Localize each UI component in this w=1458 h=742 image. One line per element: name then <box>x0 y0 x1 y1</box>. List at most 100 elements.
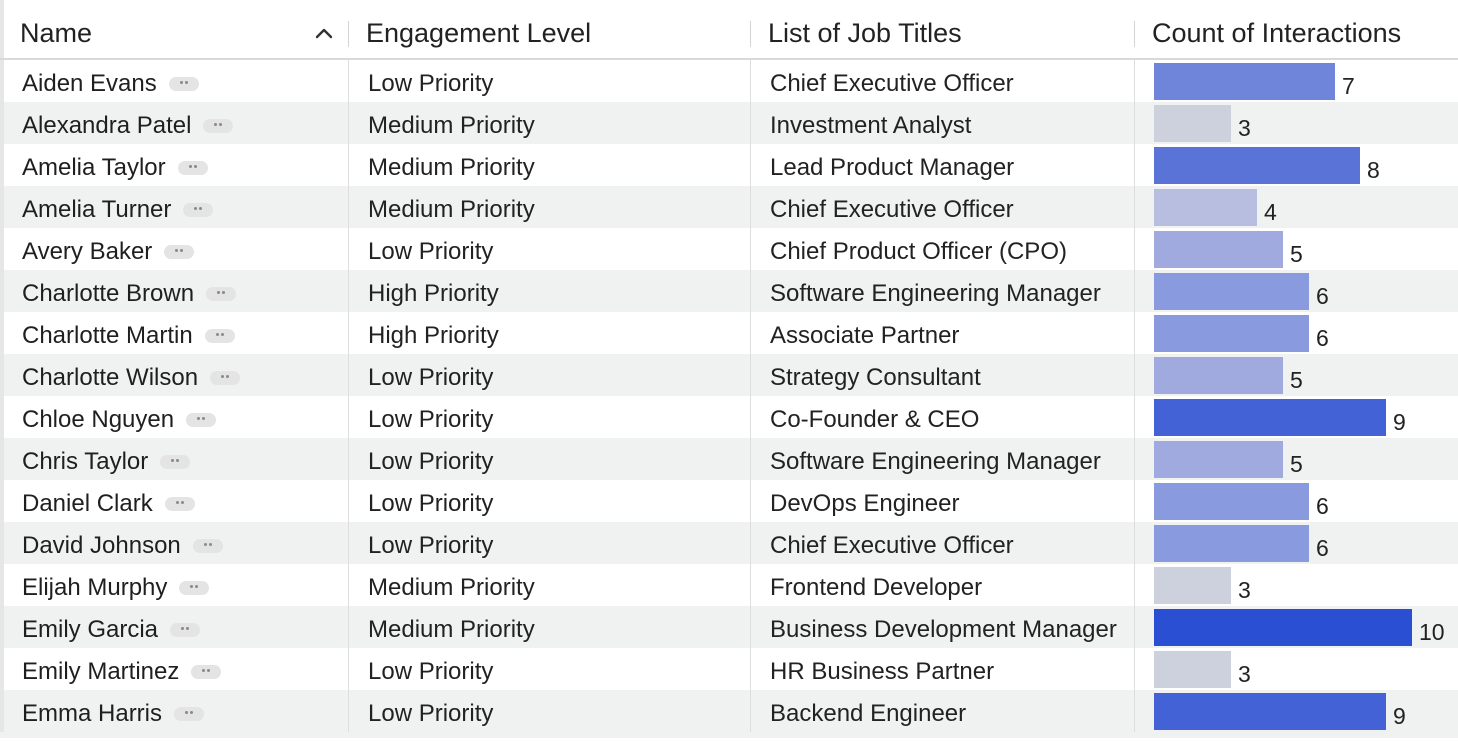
contact-name[interactable]: Daniel Clark <box>22 490 153 517</box>
name-cell[interactable]: David Johnson <box>22 522 223 564</box>
job-title-cell[interactable]: Frontend Developer <box>770 574 983 601</box>
job-title-cell[interactable]: DevOps Engineer <box>770 490 960 517</box>
contact-name[interactable]: Aiden Evans <box>22 70 157 97</box>
more-dots-icon[interactable] <box>174 706 205 721</box>
more-dots-icon[interactable] <box>164 244 195 259</box>
name-cell[interactable]: Amelia Taylor <box>22 144 208 186</box>
table-row[interactable]: Chris Taylor Low Priority Software Engin… <box>4 438 1458 480</box>
contact-name[interactable]: Emily Martinez <box>22 658 180 685</box>
engagement-cell[interactable]: Medium Priority <box>368 154 535 181</box>
contact-name[interactable]: Chris Taylor <box>22 448 149 475</box>
engagement-cell[interactable]: Low Priority <box>368 700 494 727</box>
job-title-cell[interactable]: HR Business Partner <box>770 658 995 685</box>
name-cell[interactable]: Elijah Murphy <box>22 564 210 606</box>
job-title-cell[interactable]: Strategy Consultant <box>770 364 981 391</box>
engagement-cell[interactable]: Medium Priority <box>368 574 535 601</box>
more-dots-icon[interactable] <box>206 286 237 301</box>
contact-name[interactable]: Charlotte Brown <box>22 280 195 307</box>
contact-name[interactable]: Chloe Nguyen <box>22 406 175 433</box>
more-dots-icon[interactable] <box>160 454 191 469</box>
name-cell[interactable]: Chris Taylor <box>22 438 191 480</box>
table-row[interactable]: Aiden Evans Low Priority Chief Executive… <box>4 60 1458 102</box>
engagement-cell[interactable]: High Priority <box>368 322 499 349</box>
more-dots-icon[interactable] <box>191 664 222 679</box>
table-row[interactable]: Emma Harris Low Priority Backend Enginee… <box>4 690 1458 732</box>
name-cell[interactable]: Emily Martinez <box>22 648 222 690</box>
column-header-job-titles[interactable]: List of Job Titles <box>768 0 1128 58</box>
engagement-cell[interactable]: Medium Priority <box>368 112 535 139</box>
name-cell[interactable]: Emma Harris <box>22 690 205 732</box>
engagement-cell[interactable]: Low Priority <box>368 490 494 517</box>
job-title-cell[interactable]: Investment Analyst <box>770 112 972 139</box>
name-cell[interactable]: Charlotte Brown <box>22 270 237 312</box>
more-dots-icon[interactable] <box>168 76 199 91</box>
more-dots-icon[interactable] <box>164 496 195 511</box>
contact-name[interactable]: Charlotte Wilson <box>22 364 199 391</box>
table-row[interactable]: Charlotte Wilson Low Priority Strategy C… <box>4 354 1458 396</box>
job-title-cell[interactable]: Lead Product Manager <box>770 154 1015 181</box>
contact-name[interactable]: Amelia Turner <box>22 196 172 223</box>
engagement-cell[interactable]: Low Priority <box>368 532 494 559</box>
engagement-cell[interactable]: Low Priority <box>368 238 494 265</box>
name-cell[interactable]: Alexandra Patel <box>22 102 234 144</box>
job-title-cell[interactable]: Business Development Manager <box>770 616 1117 643</box>
more-dots-icon[interactable] <box>204 328 235 343</box>
column-header-name[interactable]: Name <box>20 0 350 58</box>
contact-name[interactable]: Avery Baker <box>22 238 153 265</box>
table-row[interactable]: Emily Martinez Low Priority HR Business … <box>4 648 1458 690</box>
name-cell[interactable]: Amelia Turner <box>22 186 214 228</box>
name-cell[interactable]: Daniel Clark <box>22 480 195 522</box>
contact-name[interactable]: Charlotte Martin <box>22 322 193 349</box>
table-row[interactable]: Alexandra Patel Medium Priority Investme… <box>4 102 1458 144</box>
table-row[interactable]: Charlotte Martin High Priority Associate… <box>4 312 1458 354</box>
name-cell[interactable]: Emily Garcia <box>22 606 201 648</box>
table-row[interactable]: Elijah Murphy Medium Priority Frontend D… <box>4 564 1458 606</box>
contact-name[interactable]: Alexandra Patel <box>22 112 192 139</box>
name-cell[interactable]: Avery Baker <box>22 228 195 270</box>
engagement-cell[interactable]: Low Priority <box>368 70 494 97</box>
contact-name[interactable]: David Johnson <box>22 532 181 559</box>
table-row[interactable]: Amelia Turner Medium Priority Chief Exec… <box>4 186 1458 228</box>
more-dots-icon[interactable] <box>186 412 217 427</box>
job-title-cell[interactable]: Backend Engineer <box>770 700 967 727</box>
chevron-up-icon[interactable] <box>314 26 334 40</box>
engagement-cell[interactable]: Low Priority <box>368 658 494 685</box>
column-header-interactions[interactable]: Count of Interactions <box>1152 0 1452 58</box>
job-title-cell[interactable]: Associate Partner <box>770 322 960 349</box>
job-title-cell[interactable]: Software Engineering Manager <box>770 280 1101 307</box>
more-dots-icon[interactable] <box>170 622 201 637</box>
job-title-cell[interactable]: Chief Executive Officer <box>770 532 1014 559</box>
engagement-cell[interactable]: Medium Priority <box>368 196 535 223</box>
column-resize-handle[interactable] <box>348 21 349 47</box>
contact-name[interactable]: Elijah Murphy <box>22 574 168 601</box>
more-dots-icon[interactable] <box>177 160 208 175</box>
engagement-cell[interactable]: Low Priority <box>368 448 494 475</box>
engagement-cell[interactable]: High Priority <box>368 280 499 307</box>
column-header-engagement[interactable]: Engagement Level <box>366 0 746 58</box>
name-cell[interactable]: Aiden Evans <box>22 60 199 102</box>
name-cell[interactable]: Chloe Nguyen <box>22 396 217 438</box>
more-dots-icon[interactable] <box>210 370 241 385</box>
table-row[interactable]: Emily Garcia Medium Priority Business De… <box>4 606 1458 648</box>
name-cell[interactable]: Charlotte Martin <box>22 312 235 354</box>
contact-name[interactable]: Amelia Taylor <box>22 154 166 181</box>
table-row[interactable]: Amelia Taylor Medium Priority Lead Produ… <box>4 144 1458 186</box>
more-dots-icon[interactable] <box>179 580 210 595</box>
job-title-cell[interactable]: Chief Executive Officer <box>770 70 1014 97</box>
job-title-cell[interactable]: Chief Executive Officer <box>770 196 1014 223</box>
table-row[interactable]: Charlotte Brown High Priority Software E… <box>4 270 1458 312</box>
job-title-cell[interactable]: Software Engineering Manager <box>770 448 1101 475</box>
engagement-cell[interactable]: Low Priority <box>368 406 494 433</box>
column-resize-handle[interactable] <box>1134 21 1135 47</box>
more-dots-icon[interactable] <box>203 118 234 133</box>
table-row[interactable]: Daniel Clark Low Priority DevOps Enginee… <box>4 480 1458 522</box>
engagement-cell[interactable]: Medium Priority <box>368 616 535 643</box>
contact-name[interactable]: Emma Harris <box>22 700 163 727</box>
more-dots-icon[interactable] <box>183 202 214 217</box>
table-row[interactable]: Avery Baker Low Priority Chief Product O… <box>4 228 1458 270</box>
column-resize-handle[interactable] <box>750 21 751 47</box>
more-dots-icon[interactable] <box>192 538 223 553</box>
contact-name[interactable]: Emily Garcia <box>22 616 159 643</box>
table-row[interactable]: Chloe Nguyen Low Priority Co-Founder & C… <box>4 396 1458 438</box>
job-title-cell[interactable]: Chief Product Officer (CPO) <box>770 238 1067 265</box>
